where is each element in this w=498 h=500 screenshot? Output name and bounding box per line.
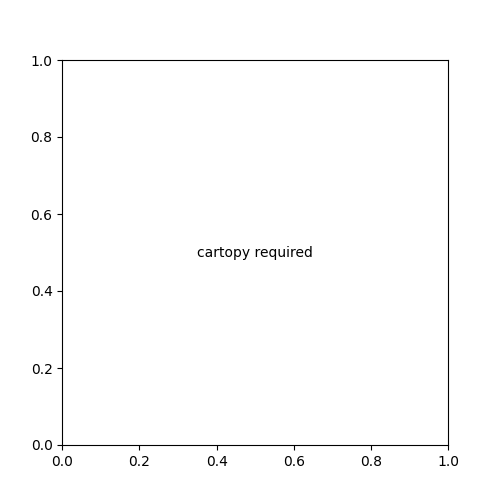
Text: cartopy required: cartopy required — [197, 246, 313, 260]
